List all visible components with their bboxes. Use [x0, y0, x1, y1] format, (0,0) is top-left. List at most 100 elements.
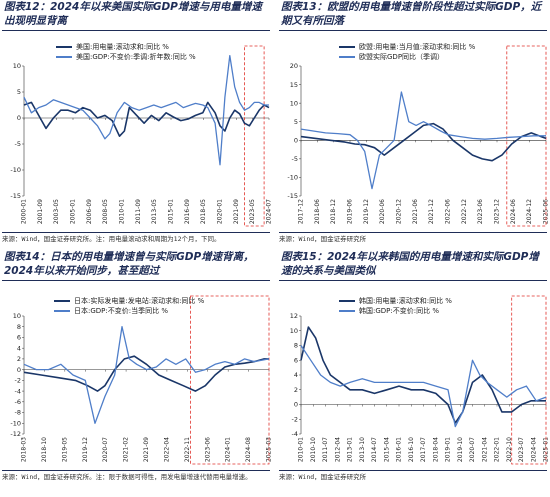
- y-tick-label: 5: [294, 118, 298, 126]
- y-tick-label: 0: [294, 401, 298, 409]
- x-tick-label: 2022-04: [163, 437, 170, 462]
- y-tick-label: 8: [294, 342, 298, 350]
- y-tick-label: 6: [294, 356, 298, 364]
- legend: 韩国:用电量:滚动求和:同比 % 韩国:GDP:不变价:同比 %: [339, 296, 452, 316]
- legend-label-2: 日本:GDP:不变价:当季同比 %: [74, 307, 168, 315]
- legend: 欧盟:用电量:当月值:滚动求和:同比 % 欧盟实际GDP同比（季调）: [339, 42, 475, 62]
- y-tick-label: 4: [294, 371, 298, 379]
- x-tick-label: 2018-12: [330, 199, 337, 224]
- x-tick-label: 2020-06: [379, 199, 386, 224]
- x-tick-label: 2012-04: [334, 437, 341, 462]
- series-line-2: [300, 345, 547, 428]
- y-tick-label: 6: [17, 334, 21, 342]
- highlight-box: [511, 295, 547, 465]
- x-tick-label: 2016-01: [396, 437, 403, 462]
- legend-label-1: 日本:实际发电量:发电站:滚动求和:同比 %: [74, 297, 205, 305]
- x-tick-label: 2020-01: [217, 199, 224, 224]
- x-tick-label: 2013-10: [359, 437, 366, 462]
- legend-label-2: 美国:GDP:不变价:季调:折年数:同比 %: [76, 53, 196, 61]
- y-tick-label: -4: [15, 387, 21, 395]
- x-tick-label: 2018-04: [432, 437, 439, 462]
- series-line-2: [23, 54, 269, 166]
- y-tick-label: -10: [10, 419, 21, 427]
- y-tick-label: -5: [292, 155, 298, 163]
- y-tick-label: -15: [10, 192, 21, 200]
- x-tick-label: 2006-09: [86, 199, 93, 224]
- y-tick-label: 0: [294, 136, 298, 144]
- legend-label-2: 韩国:GDP:不变价:同比 %: [359, 307, 439, 315]
- x-tick-label: 2021-09: [233, 199, 240, 224]
- chart-panel-korea: 图表15：2024年以来韩国的用电量增速和实际GDP增速的关系与美国类似 12 1…: [277, 250, 550, 497]
- x-tick-label: 2018-06: [314, 199, 321, 224]
- x-tick-label: 2024-04: [530, 437, 537, 462]
- x-tick-label: 2024-01: [225, 437, 232, 462]
- source-note: 来源：Wind，国金证券研究所。注：用电量滚动求和周期为12个月，下同。: [2, 235, 221, 243]
- x-tick-label: 2019-06: [347, 199, 354, 224]
- chart-title: 图表12：2024年以来美国实际GDP增速与用电量增速出现明显背离: [4, 1, 262, 27]
- x-tick-label: 2024-06: [510, 199, 517, 224]
- x-tick-label: 2025-06: [543, 199, 550, 224]
- x-tick-label: 2010-10: [310, 437, 317, 462]
- x-tick-label: 2018-05: [200, 199, 207, 224]
- chart-panel-eu: 图表13：欧盟的用电量增速曾阶段性超过实际GDP，近期又有所回落 20 15 10 5…: [277, 0, 550, 248]
- x-tick-label: 2016-10: [408, 437, 415, 462]
- x-tick-label: 2019-05: [61, 437, 68, 462]
- x-tick-label: 2021-06: [412, 199, 419, 224]
- legend: 日本:实际发电量:发电站:滚动求和:同比 % 日本:GDP:不变价:当季同比 %: [54, 296, 204, 316]
- x-tick-label: 2023-06: [204, 437, 211, 462]
- x-tick-label: 2022-10: [506, 437, 513, 462]
- x-tick-label: 2022-11: [184, 437, 191, 462]
- source-note: 来源：Wind，国金证券研究所: [279, 473, 367, 481]
- x-tick-label: 2023-06: [477, 199, 484, 224]
- source-note: 来源：Wind，国金证券研究所: [279, 235, 367, 243]
- x-tick-label: 2008-05: [102, 199, 109, 224]
- series-line-2: [23, 326, 270, 424]
- x-tick-label: 2021-09: [143, 437, 150, 462]
- legend-label-2: 欧盟实际GDP同比（季调）: [359, 53, 445, 61]
- chart-title: 图表14：日本的用电量增速曾与实际GDP增速背离，2024年以来开始同步，甚至超…: [4, 251, 254, 277]
- x-tick-label: 2020-07: [102, 437, 109, 462]
- x-tick-label: 2021-12: [428, 199, 435, 224]
- x-tick-label: 2005-01: [70, 199, 77, 224]
- legend-label-1: 美国:用电量:滚动求和:同比 %: [76, 43, 169, 51]
- y-tick-label: 4: [17, 344, 21, 352]
- x-tick-label: 2022-01: [494, 437, 501, 462]
- y-tick-label: -5: [15, 140, 21, 148]
- x-tick-label: 2003-05: [53, 199, 60, 224]
- title-rule: [279, 30, 547, 31]
- x-tick-label: 2001-09: [37, 199, 44, 224]
- x-tick-label: 2021-02: [123, 437, 130, 462]
- y-tick-label: -6: [15, 398, 21, 406]
- x-tick-label: 2010-01: [119, 199, 126, 224]
- chart-panel-japan: 图表14：日本的用电量增速曾与实际GDP增速背离，2024年以来开始同步，甚至超…: [0, 250, 275, 497]
- y-tick-label: 10: [290, 327, 298, 335]
- y-tick-label: 10: [13, 312, 21, 320]
- x-tick-label: 2014-07: [371, 437, 378, 462]
- series-line-1: [23, 101, 270, 137]
- x-tick-label: 2018-10: [41, 437, 48, 462]
- y-tick-label: 5: [17, 88, 21, 96]
- y-tick-label: 10: [13, 62, 21, 70]
- title-rule: [2, 280, 270, 281]
- series-line-2: [300, 91, 546, 190]
- title-rule: [2, 30, 270, 31]
- x-tick-label: 2015-01: [168, 199, 175, 224]
- y-tick-label: -2: [15, 377, 21, 385]
- x-tick-label: 2024-12: [526, 199, 533, 224]
- y-tick-label: -2: [292, 415, 298, 423]
- y-tick-label: 10: [290, 99, 298, 107]
- x-tick-label: 2010-01: [298, 437, 305, 462]
- y-tick-label: 15: [290, 81, 298, 89]
- y-tick-label: -12: [10, 430, 21, 438]
- source-rule: [279, 470, 547, 471]
- source-note: 来源：Wind，国金证券研究所。注：限于数据可得性，用发电量增速代替用电量增速。: [2, 473, 252, 481]
- x-tick-label: 2013-01: [347, 437, 354, 462]
- highlight-box: [190, 295, 270, 465]
- source-rule: [279, 232, 547, 233]
- x-tick-label: 2011-09: [135, 199, 142, 224]
- x-tick-label: 2015-04: [383, 437, 390, 462]
